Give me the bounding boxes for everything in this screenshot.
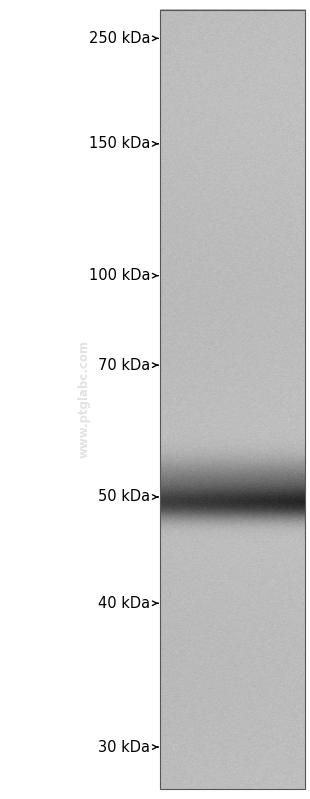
Text: 150 kDa: 150 kDa	[89, 137, 150, 151]
Text: 70 kDa: 70 kDa	[98, 358, 150, 372]
Text: 30 kDa: 30 kDa	[98, 740, 150, 754]
Text: 250 kDa: 250 kDa	[89, 31, 150, 46]
Bar	[160, 10, 305, 789]
Text: 40 kDa: 40 kDa	[98, 596, 150, 610]
Text: 50 kDa: 50 kDa	[98, 490, 150, 504]
Text: www.ptglabc.com: www.ptglabc.com	[77, 340, 90, 459]
Text: 100 kDa: 100 kDa	[89, 268, 150, 283]
